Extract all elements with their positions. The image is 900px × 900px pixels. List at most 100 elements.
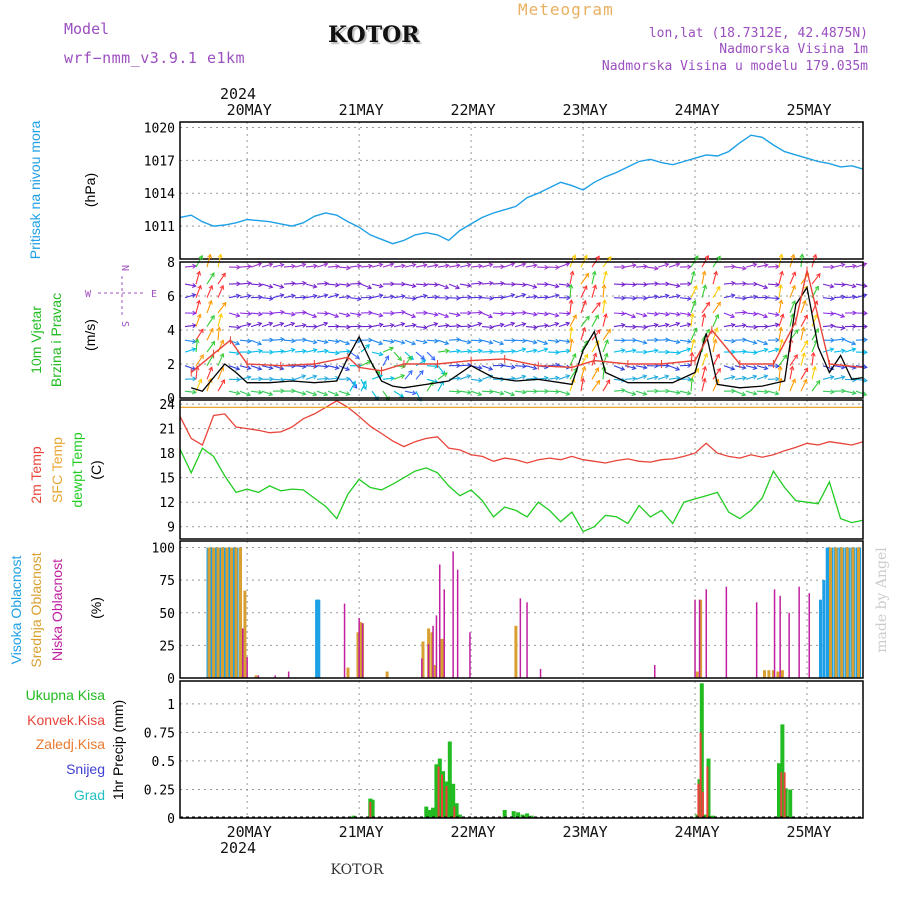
wind-arrow-head [752,339,758,345]
wind-arrow-head [763,313,769,319]
precip-bar-0 [699,683,704,818]
wind-arrow [558,283,570,287]
wind-arrow-head [209,327,214,333]
wind-arrow [195,285,202,298]
wind-arrow-head [522,389,527,395]
precip-ytick-label: 1 [167,698,175,713]
wind-arrow-head [778,283,783,289]
wind-arrow-head [731,280,736,286]
wind-arrow-head [841,325,846,331]
wind-arrow-head [334,365,340,370]
cloud-bar-2 [432,625,434,678]
wind-arrow [580,316,590,327]
wind-arrow-head [583,254,588,260]
wind-arrow-head [198,254,203,260]
wind-arrow [448,312,460,316]
wind-arrow-head [566,295,571,301]
wind-arrow [404,263,416,268]
wind-arrow [855,365,867,368]
wind-arrow [767,323,779,328]
wind-arrow [668,263,680,268]
wind-arrow-head [434,282,439,288]
precip-ytick-label: 0.5 [152,755,175,770]
wind-arrow [404,339,416,345]
wind-arrow-head [632,295,637,301]
wind-arrow [426,339,439,342]
wind-arrow-head [456,323,461,329]
wind-arrow [404,351,414,360]
wind-arrow-head [643,264,648,270]
wind-arrow [415,370,424,380]
precip-bar-0 [788,789,793,818]
wind-arrow-head [302,364,307,370]
wind-arrow-head [467,389,472,395]
cloud-bar-1 [699,599,703,678]
wind-arrow [250,350,262,353]
wind-arrow-head [323,293,329,299]
wind-arrow [811,328,819,341]
wind-arrow [635,339,647,344]
wind-arrow [217,272,226,285]
wind-arrow-head [335,263,340,269]
bottom-day-label: 21MAY [339,823,384,841]
wind-arrow [338,339,350,345]
wind-arrow [789,285,796,298]
wind-arrow [789,271,796,285]
wind-arrow-head [852,263,857,269]
wind-arrow-head [620,366,626,371]
wind-arrow [624,297,637,299]
wind-arrow-head [863,364,868,370]
wind-arrow [349,378,358,389]
wind-arrow [525,349,537,353]
wind-arrow [481,339,493,344]
wind-arrow [305,295,317,299]
wind-arrow [778,300,783,314]
wind-arrow-head [815,379,821,385]
wind-arrow-head [764,294,769,300]
wind-arrow-head [219,352,225,358]
wind-arrow-head [220,379,225,384]
wind-arrow [657,375,669,380]
wind-arrow [360,379,367,390]
wind-arrow [272,338,285,341]
wind-arrow [371,312,383,317]
cloud-bar-2 [725,586,728,678]
wind-arrow [239,365,251,370]
cloud-low-label: Niska Oblacnost [49,559,65,661]
wind-arrow [316,339,328,343]
wind-arrow [437,381,444,392]
wind-arrow-head [566,282,571,288]
wind-arrow [613,389,625,392]
wind-arrow [470,282,482,285]
wind-arrow [294,263,306,268]
wind-arrow-head [803,314,808,320]
precip-bar-1 [453,806,456,818]
cloud-bar-1 [430,632,434,678]
wind-arrow-head [408,370,413,375]
wind-arrow-head [346,265,351,271]
wind-arrow-head [664,293,670,299]
wind-arrow-head [390,310,395,316]
wind-arrow [305,312,317,318]
wind-arrow [184,293,196,299]
wind-arrow-head [862,262,868,267]
wind-arrow [822,297,834,300]
wind-arrow-head [312,313,318,319]
wind-arrow [195,354,204,367]
wind-arrow [206,285,213,298]
wind-arrow-head [801,299,807,305]
wind-arrow-head [716,255,721,261]
wind-arrow [580,285,588,298]
wind-arrow [745,365,757,369]
wind-arrow [767,348,779,353]
wind-arrow-head [191,293,197,298]
wind-arrow [217,367,224,380]
wind-arrow-head [324,363,329,369]
wind-arrow [415,359,426,367]
precip-legend-0: Ukupna Kisa [26,687,106,703]
cloud-ytick-label: 100 [152,542,175,557]
wind-arrow-head [694,255,699,260]
wind-arrow-head [445,348,450,354]
wind-arrow-head [511,310,516,316]
wind-arrow [800,353,805,366]
